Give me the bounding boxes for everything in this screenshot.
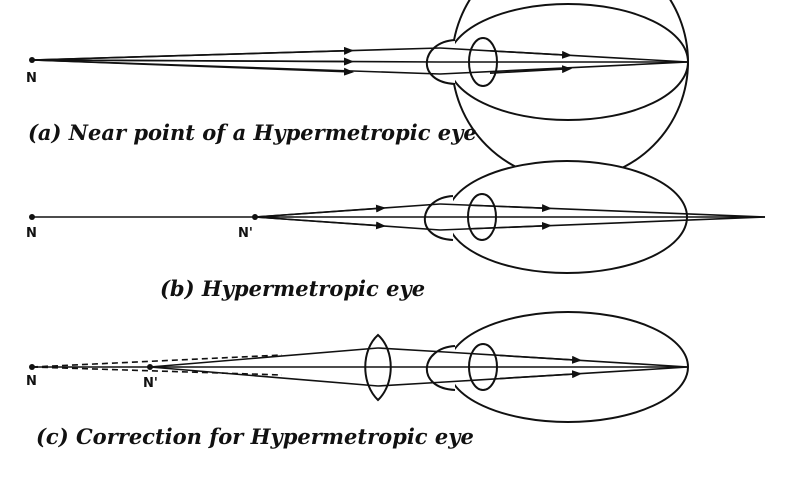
ray-c-solid-top xyxy=(149,347,379,368)
point-n-prime-b xyxy=(252,214,258,220)
label-n-a: N xyxy=(26,71,37,86)
point-n-b xyxy=(29,214,35,220)
panel-b: N N' (b) Hypermetropic eye xyxy=(26,160,766,301)
ray-a-bot-in-arrow xyxy=(489,65,572,74)
caption-b: (b) Hypermetropic eye xyxy=(160,276,425,301)
ray-a-top-in-arrow xyxy=(489,50,572,59)
label-n-prime-b: N' xyxy=(238,226,253,241)
ray-c-bot-in-arrow xyxy=(499,370,582,380)
ray-c-after-top xyxy=(377,347,446,353)
ray-c-top-in-arrow xyxy=(499,354,582,364)
cornea-b xyxy=(423,195,454,241)
point-n-c xyxy=(29,364,35,370)
ray-a-top-arrow xyxy=(31,46,354,61)
ray-c-solid-bot xyxy=(149,366,379,387)
label-n-prime-c: N' xyxy=(143,376,158,391)
ray-b-bot-in-arrow xyxy=(469,221,552,230)
caption-c: (c) Correction for Hypermetropic eye xyxy=(36,424,474,449)
point-n-prime-c xyxy=(147,364,153,370)
ray-c-dash-top xyxy=(31,354,283,368)
point-n-a xyxy=(29,57,35,63)
ray-b-bot-arrow xyxy=(254,216,386,230)
ray-b-top-arrow xyxy=(254,204,386,218)
ray-a-mid-arrow xyxy=(31,57,354,66)
cornea-c xyxy=(425,345,456,391)
label-n-c: N xyxy=(26,374,37,389)
panel-a: N (a) Near point of a Hypermetropic eye xyxy=(26,0,689,181)
ray-b-top-in-arrow xyxy=(469,204,552,213)
caption-a: (a) Near point of a Hypermetropic eye xyxy=(28,120,477,145)
ray-c-dash-bot xyxy=(31,366,283,376)
ray-c-after-bot xyxy=(377,381,446,387)
ray-a-bot-arrow xyxy=(31,59,354,76)
label-n-b: N xyxy=(26,226,37,241)
panel-c: N N' (c) Correction for Hypermetropic ey… xyxy=(26,311,689,449)
